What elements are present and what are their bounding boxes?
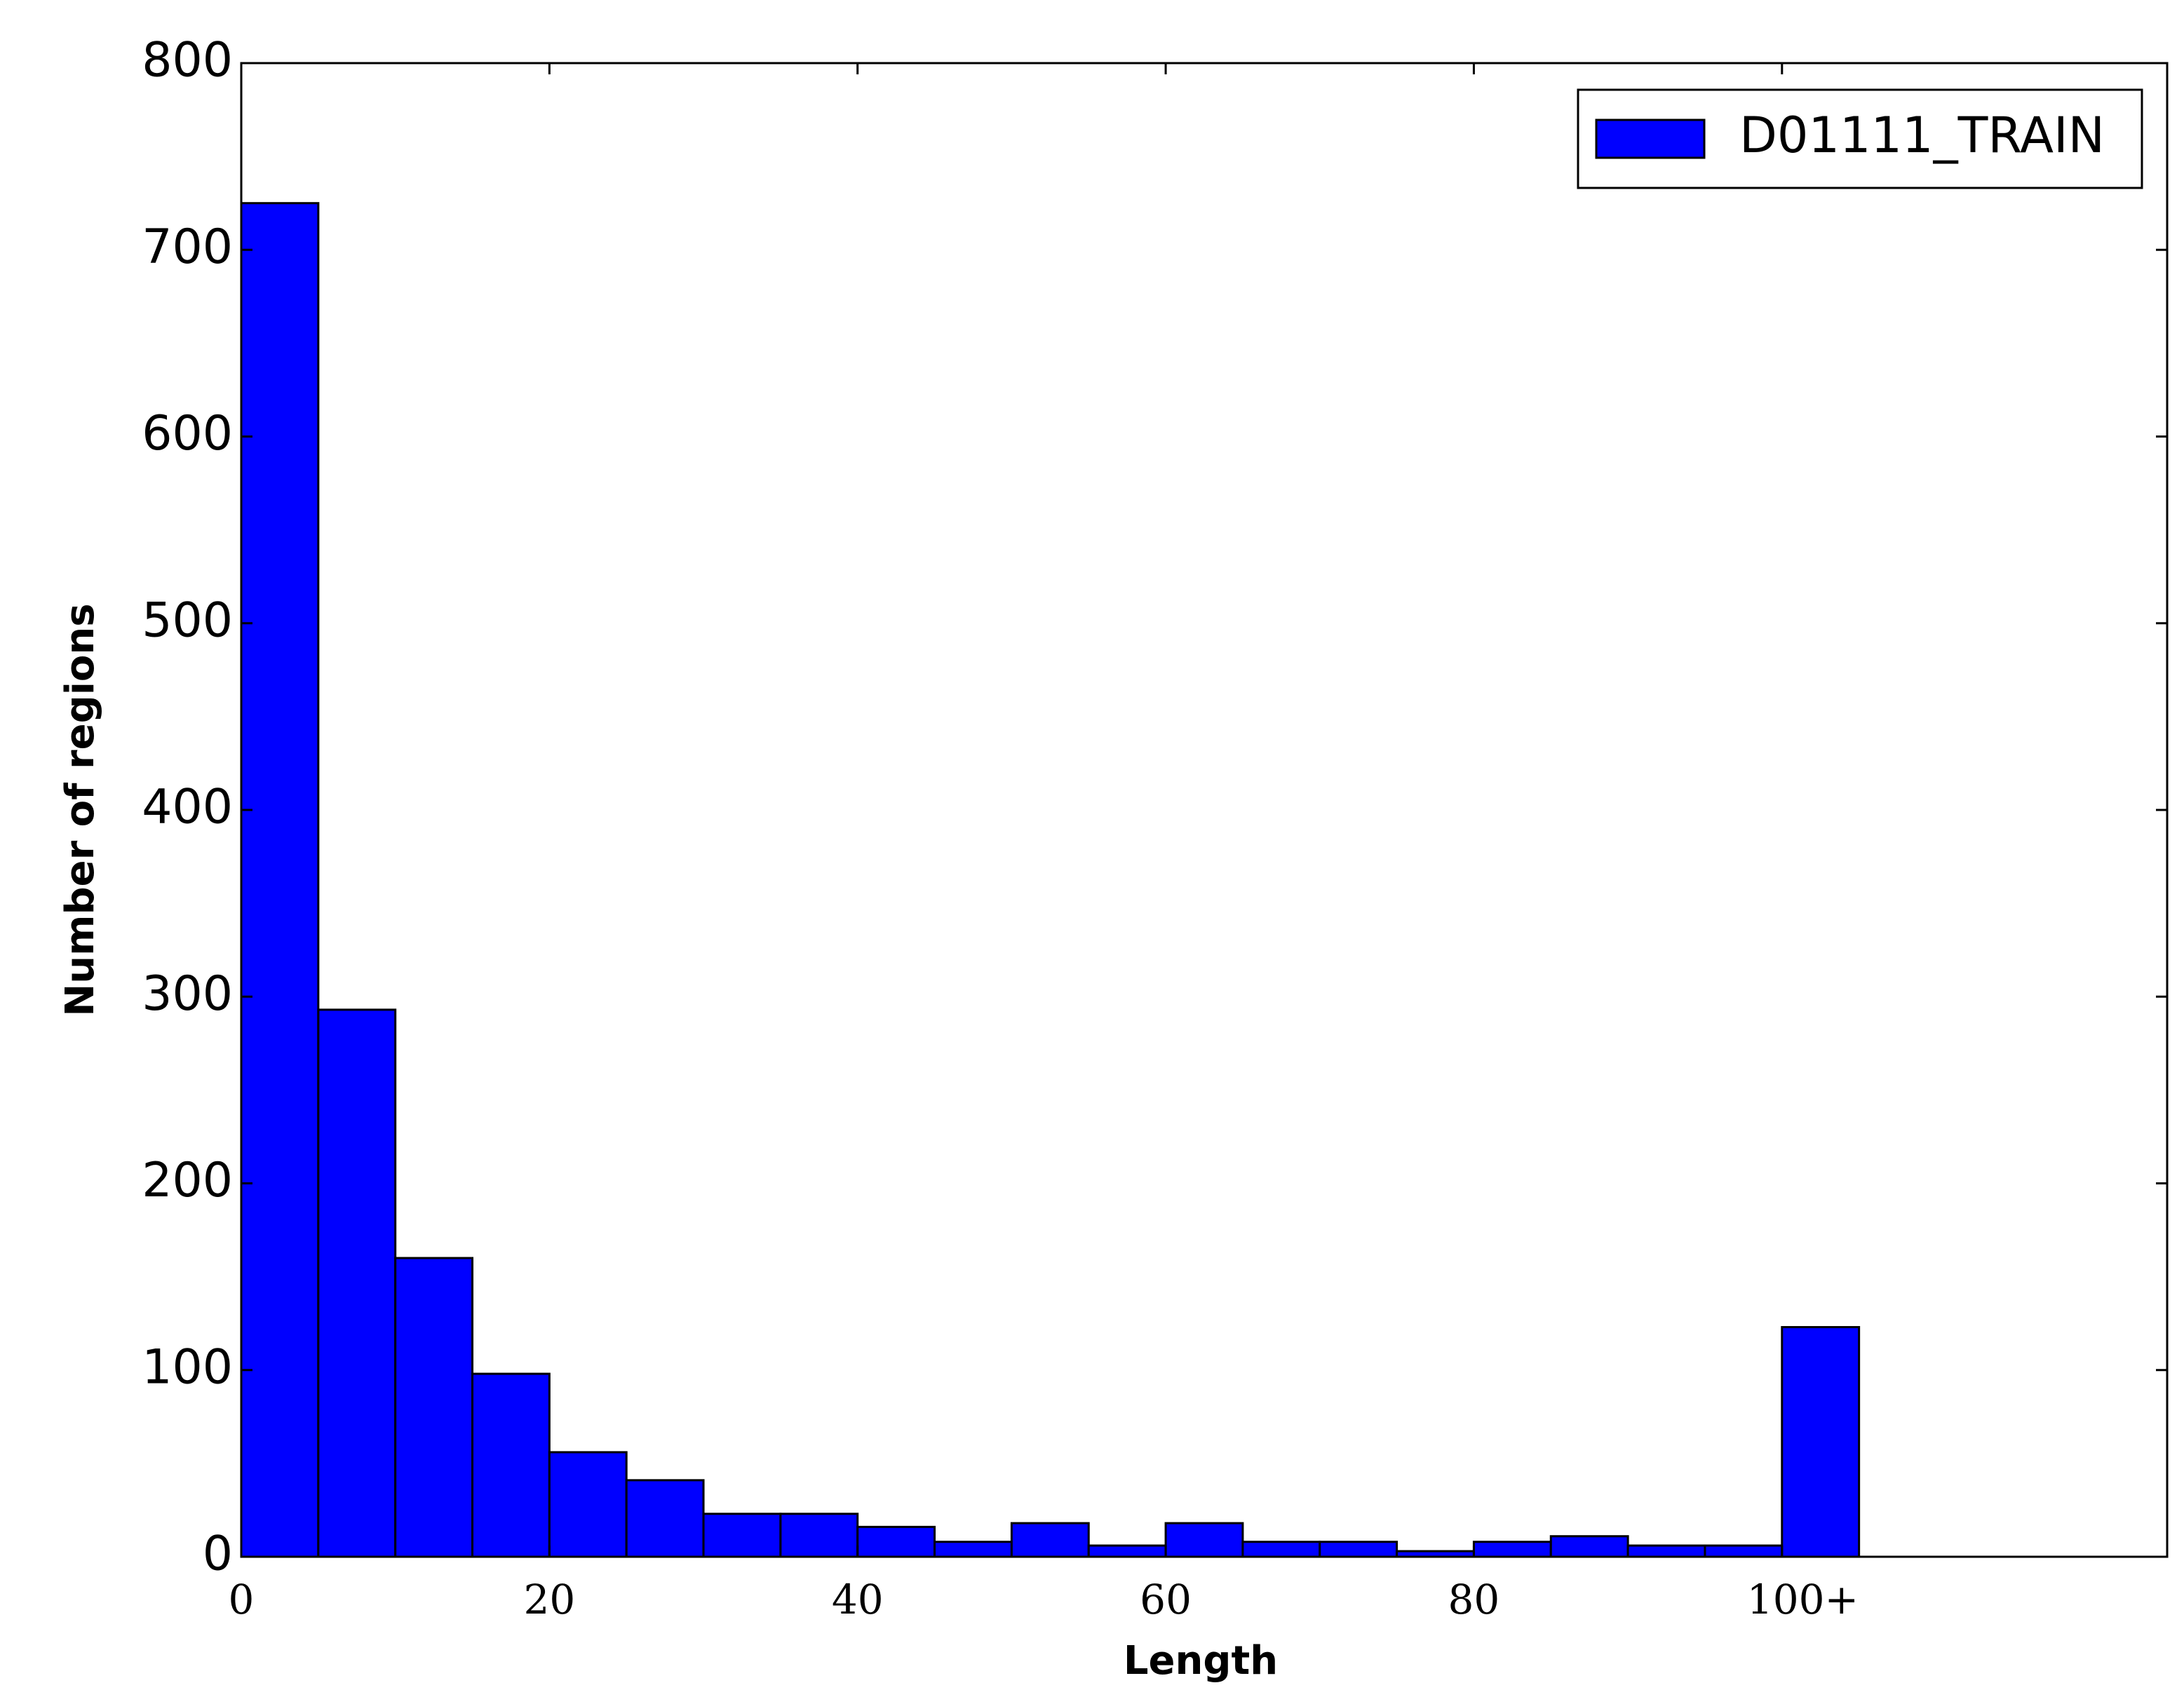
x-tick-label: 80: [1448, 1576, 1500, 1623]
y-tick-label: 300: [142, 966, 233, 1022]
x-tick-label: 20: [523, 1576, 575, 1623]
bar: [548, 1451, 628, 1558]
y-tick-label: 0: [203, 1527, 233, 1582]
bar: [779, 1513, 859, 1558]
x-tick-label: 0: [229, 1576, 255, 1623]
y-tick-label: 100: [142, 1339, 233, 1395]
bar: [1087, 1544, 1167, 1558]
bar: [702, 1513, 782, 1558]
bar: [471, 1372, 551, 1558]
y-tick-label: 200: [142, 1153, 233, 1208]
legend-swatch: [1595, 119, 1706, 159]
bar: [1164, 1522, 1244, 1558]
plot-frame: [240, 62, 2169, 1558]
bar: [317, 1008, 397, 1558]
bar: [1549, 1535, 1629, 1558]
bar: [856, 1525, 936, 1558]
y-tick-label: 700: [142, 219, 233, 275]
bar: [1472, 1541, 1552, 1558]
bar: [1781, 1326, 1861, 1558]
bar: [240, 202, 320, 1558]
bar: [1241, 1541, 1321, 1558]
bar: [394, 1257, 474, 1558]
y-tick-label: 800: [142, 33, 233, 88]
bar: [625, 1479, 705, 1558]
bar: [1010, 1522, 1090, 1558]
y-tick-label: 500: [142, 593, 233, 648]
bar: [1704, 1544, 1784, 1558]
bar: [1626, 1544, 1706, 1558]
legend-label: D01111_TRAIN: [1739, 107, 2105, 164]
bar: [933, 1541, 1013, 1558]
y-axis-label: Number of regions: [58, 603, 103, 1016]
x-axis-label: Length: [1124, 1638, 1278, 1684]
y-tick-label: 600: [142, 406, 233, 461]
y-tick-label: 400: [142, 780, 233, 835]
x-tick-label: 60: [1140, 1576, 1192, 1623]
x-tick-label: 100+: [1747, 1576, 1859, 1623]
x-tick-label: 40: [832, 1576, 884, 1623]
bar: [1319, 1541, 1398, 1558]
